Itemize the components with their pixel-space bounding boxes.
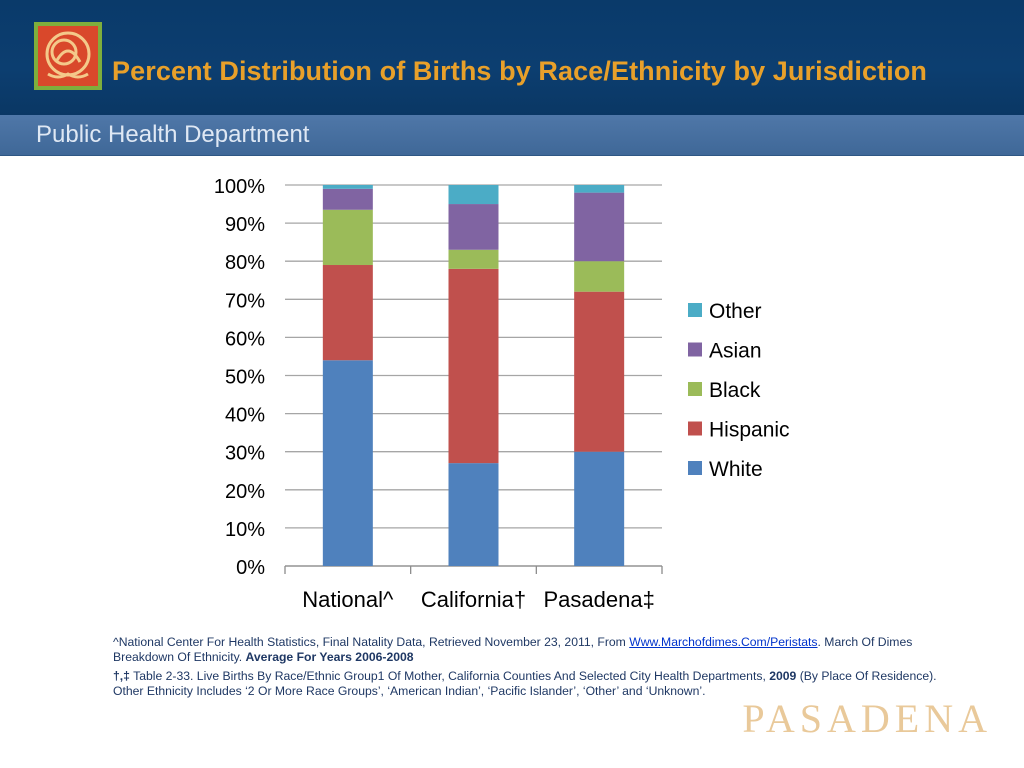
bar-segment-white bbox=[322, 360, 373, 566]
bar-segment-hispanic bbox=[448, 268, 499, 464]
bar-segment-black bbox=[322, 209, 373, 266]
bar-segment-other bbox=[574, 185, 625, 193]
footnote-national-years: Average For Years 2006-2008 bbox=[245, 650, 414, 664]
footnote-california-after: (By Place Of Residence). Other Ethnicity… bbox=[113, 669, 937, 698]
y-tick-label: 60% bbox=[225, 328, 265, 350]
legend-label-white: White bbox=[709, 458, 763, 481]
legend-swatch-asian bbox=[688, 342, 702, 357]
legend-swatch-hispanic bbox=[688, 421, 702, 436]
x-category-label: California† bbox=[421, 587, 526, 612]
legend-label-black: Black bbox=[709, 379, 761, 402]
bar-segment-asian bbox=[322, 188, 373, 210]
bar-segment-other bbox=[322, 185, 373, 189]
y-tick-label: 10% bbox=[225, 519, 265, 541]
footnote-california: †,‡ Table 2-33. Live Births By Race/Ethn… bbox=[113, 669, 963, 699]
footnote-california-marks: †,‡ bbox=[113, 669, 130, 683]
y-tick-label: 40% bbox=[225, 405, 265, 427]
bar-segment-hispanic bbox=[574, 291, 625, 452]
y-tick-label: 30% bbox=[225, 443, 265, 465]
y-tick-label: 0% bbox=[236, 557, 265, 579]
footnote-national: ^National Center For Health Statistics, … bbox=[113, 635, 963, 665]
footnotes: ^National Center For Health Statistics, … bbox=[113, 635, 963, 703]
legend-label-hispanic: Hispanic bbox=[709, 419, 790, 442]
subtitle-bar bbox=[0, 115, 1024, 156]
footnote-national-text: ^National Center For Health Statistics, … bbox=[113, 635, 630, 649]
footnote-national-after: . March Of Dimes Breakdown Of Ethnicity. bbox=[113, 635, 913, 664]
bar-segment-asian bbox=[448, 204, 499, 250]
footnote-california-year: 2009 bbox=[769, 669, 797, 683]
legend-swatch-black bbox=[688, 382, 702, 396]
bar-segment-white bbox=[574, 451, 625, 566]
bar-segment-black bbox=[574, 261, 625, 292]
rose-logo-icon bbox=[34, 22, 102, 90]
y-tick-label: 70% bbox=[225, 290, 265, 312]
page-title: Percent Distribution of Births by Race/E… bbox=[112, 56, 928, 86]
header-bar: Percent Distribution of Births by Race/E… bbox=[0, 0, 1024, 115]
page-subtitle: Public Health Department bbox=[36, 121, 310, 148]
legend-swatch-white bbox=[688, 461, 702, 475]
bar-segment-white bbox=[448, 463, 499, 566]
y-tick-label: 100% bbox=[214, 176, 265, 198]
y-tick-label: 50% bbox=[225, 367, 265, 389]
legend-swatch-other bbox=[688, 303, 702, 317]
legend-label-other: Other bbox=[709, 300, 762, 323]
stacked-bar-chart: 0% 10% 20% 30% 40% 50% 60% 70% 80% 90% 100% Nationa… bbox=[214, 176, 790, 612]
bar-segment-asian bbox=[574, 192, 625, 262]
y-tick-label: 90% bbox=[225, 214, 265, 236]
marchofdimes-link[interactable]: Www.Marchofdimes.Com/Peristats bbox=[629, 635, 818, 649]
x-category-label: National^ bbox=[302, 587, 394, 612]
legend-label-asian: Asian bbox=[709, 340, 762, 363]
footnote-california-text: Table 2-33. Live Births By Race/Ethnic G… bbox=[129, 669, 770, 683]
bar-segment-hispanic bbox=[322, 265, 373, 361]
y-tick-label: 20% bbox=[225, 481, 265, 503]
x-category-label: Pasadena‡ bbox=[544, 587, 655, 612]
bar-segment-other bbox=[448, 185, 499, 205]
pasadena-wordmark: PASADENA bbox=[742, 696, 992, 741]
bar-segment-black bbox=[448, 249, 499, 269]
y-tick-label: 80% bbox=[225, 252, 265, 274]
